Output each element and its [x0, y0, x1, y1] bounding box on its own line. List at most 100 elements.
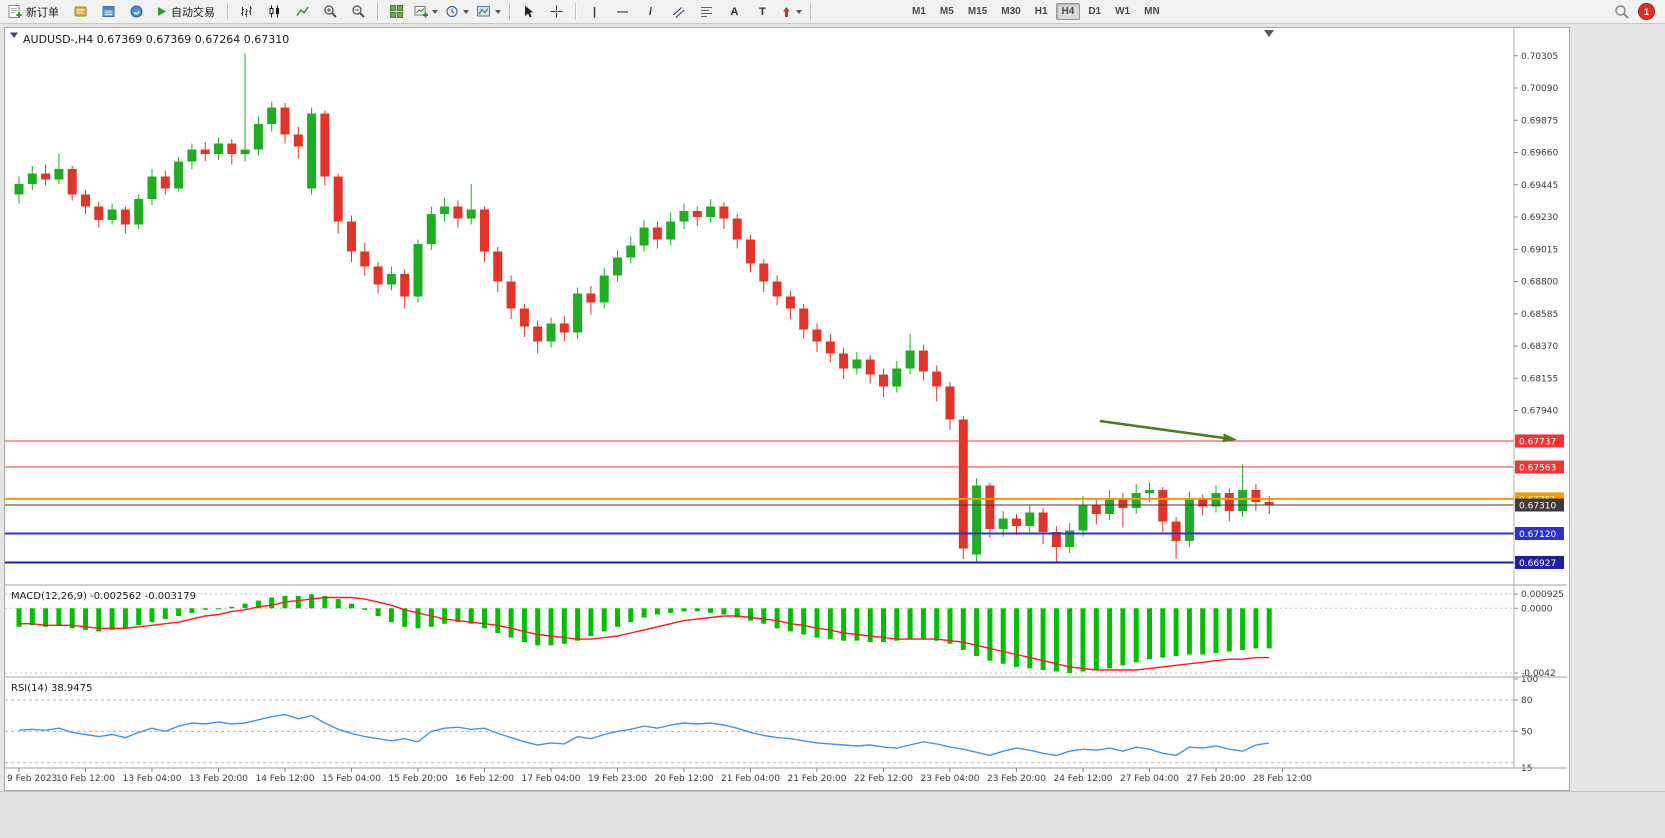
trend-arrow-object[interactable]: [1099, 419, 1237, 443]
candlestick-chart-button[interactable]: [261, 1, 288, 23]
bar-chart-button[interactable]: [233, 1, 260, 23]
one-click-trading-toggle[interactable]: [10, 32, 18, 39]
dropdown-caret-icon: [432, 9, 438, 14]
timeframe-button-w1[interactable]: W1: [1115, 6, 1131, 17]
toolbar: 新订单 自动交易: [0, 0, 1665, 24]
new-chart-button[interactable]: [411, 1, 441, 23]
label-tool-icon: T: [759, 5, 766, 18]
svg-text:9 Feb 2023: 9 Feb 2023: [7, 774, 57, 784]
community-button[interactable]: [123, 1, 150, 23]
price-axis[interactable]: 0.677370.675630.673510.673100.671200.669…: [1514, 52, 1564, 569]
toolbar-separator: [575, 3, 576, 20]
svg-text:0.68800: 0.68800: [1521, 278, 1558, 288]
auto-trading-label: 自动交易: [171, 6, 215, 19]
zoom-in-button[interactable]: [317, 1, 344, 23]
timeframe-button-mn[interactable]: MN: [1144, 6, 1160, 17]
svg-text:0.68370: 0.68370: [1521, 342, 1558, 352]
zoom-out-button[interactable]: [345, 1, 372, 23]
candlestick-series: [14, 53, 1274, 564]
text-tool[interactable]: A: [721, 1, 748, 23]
timeframe-button-m30[interactable]: M30: [1001, 6, 1021, 17]
trendline-tool[interactable]: /: [637, 1, 664, 23]
svg-text:14 Feb 12:00: 14 Feb 12:00: [255, 774, 314, 784]
line-chart-button[interactable]: [289, 1, 316, 23]
svg-text:0.70305: 0.70305: [1521, 52, 1558, 62]
data-window-button[interactable]: [95, 1, 122, 23]
crosshair-button[interactable]: [543, 1, 570, 23]
price-badge-0.67120: [1515, 527, 1564, 540]
svg-text:0.69015: 0.69015: [1521, 245, 1558, 255]
new-order-label: 新订单: [26, 6, 59, 19]
timeframe-button-m1[interactable]: M1: [912, 6, 926, 17]
svg-text:27 Feb 20:00: 27 Feb 20:00: [1186, 774, 1245, 784]
svg-text:15: 15: [1521, 764, 1532, 774]
svg-text:28 Feb 12:00: 28 Feb 12:00: [1253, 774, 1312, 784]
fibonacci-tool[interactable]: [693, 1, 720, 23]
timeframe-button-m5[interactable]: M5: [939, 6, 954, 17]
chart-header: AUDUSD-,H4 0.67369 0.67369 0.67264 0.673…: [23, 33, 289, 46]
tile-windows-icon: [390, 5, 403, 18]
vertical-line-tool[interactable]: |: [581, 1, 608, 23]
svg-text:27 Feb 04:00: 27 Feb 04:00: [1120, 774, 1179, 784]
horizontal-level-lines[interactable]: [5, 440, 1514, 564]
svg-text:0.69875: 0.69875: [1521, 116, 1558, 126]
arrows-tool[interactable]: [777, 1, 805, 23]
channel-icon: [673, 7, 685, 18]
template-icon: [477, 6, 490, 17]
zoom-out-icon: [352, 5, 365, 18]
toolbar-separator: [509, 3, 510, 20]
price-badge-0.66927: [1515, 555, 1564, 569]
horizontal-line-tool[interactable]: —: [609, 1, 636, 23]
svg-text:19 Feb 23:00: 19 Feb 23:00: [588, 774, 647, 784]
svg-text:0.70090: 0.70090: [1521, 84, 1558, 94]
svg-text:0.0000: 0.0000: [1521, 604, 1553, 614]
svg-text:0.67310: 0.67310: [1519, 502, 1556, 512]
panel-separators[interactable]: [5, 28, 1567, 769]
toolbar-right-group: 1: [1614, 3, 1661, 20]
channel-tool[interactable]: [665, 1, 692, 23]
dropdown-caret-icon: [495, 9, 501, 14]
cursor-button[interactable]: [515, 1, 542, 23]
timeframe-button-h4[interactable]: H4: [1055, 3, 1081, 20]
svg-text:24 Feb 12:00: 24 Feb 12:00: [1053, 774, 1112, 784]
svg-text:0.68585: 0.68585: [1521, 310, 1558, 320]
rsi-indicator: 100 80 50 15: [5, 675, 1538, 774]
svg-text:10 Feb 12:00: 10 Feb 12:00: [56, 774, 115, 784]
chart-window[interactable]: 0.000925 0.0000 -0.0042 100 80 50 15 0.67737 0…: [4, 27, 1570, 791]
chart-area[interactable]: 0.000925 0.0000 -0.0042 100 80 50 15 0.67737 0…: [5, 28, 1567, 788]
price-badge-0.67563: [1515, 460, 1564, 474]
timeframe-button-d1[interactable]: D1: [1088, 6, 1102, 17]
rsi-label: RSI(14) 38.9475: [11, 683, 92, 694]
svg-text:21 Feb 04:00: 21 Feb 04:00: [721, 774, 780, 784]
search-icon[interactable]: [1614, 4, 1630, 20]
horizontal-line-icon: —: [617, 5, 628, 18]
template-button[interactable]: [473, 1, 504, 23]
auto-trading-button[interactable]: 自动交易: [151, 1, 222, 23]
chart-shift-marker-icon: [1264, 30, 1274, 37]
svg-text:0.66927: 0.66927: [1519, 559, 1556, 569]
metaeditor-button[interactable]: [67, 1, 94, 23]
clock-icon: [446, 5, 458, 18]
macd-indicator: 0.000925 0.0000 -0.0042: [5, 590, 1564, 679]
toolbar-separator: [227, 3, 228, 20]
timeframe-button-h1[interactable]: H1: [1034, 6, 1048, 17]
svg-text:13 Feb 20:00: 13 Feb 20:00: [189, 774, 248, 784]
svg-text:0.68155: 0.68155: [1521, 374, 1558, 384]
notification-badge[interactable]: 1: [1638, 3, 1655, 20]
svg-text:16 Feb 12:00: 16 Feb 12:00: [455, 774, 514, 784]
timeframe-button-m15[interactable]: M15: [967, 6, 988, 17]
tile-windows-button[interactable]: [383, 1, 410, 23]
bar-chart-icon: [241, 6, 252, 17]
svg-text:0.69445: 0.69445: [1521, 181, 1558, 191]
trendline-icon: /: [648, 5, 653, 18]
period-button[interactable]: [442, 1, 472, 23]
new-order-button[interactable]: 新订单: [4, 1, 66, 23]
timeframe-toolbar: M1 M5 M15 M30 H1 H4 D1 W1 MN: [906, 3, 1166, 20]
data-window-icon: [102, 6, 115, 17]
label-tool[interactable]: T: [749, 1, 776, 23]
svg-text:-0.0042: -0.0042: [1521, 669, 1556, 679]
toolbar-separator: [810, 3, 811, 20]
svg-text:0.67737: 0.67737: [1519, 437, 1556, 447]
